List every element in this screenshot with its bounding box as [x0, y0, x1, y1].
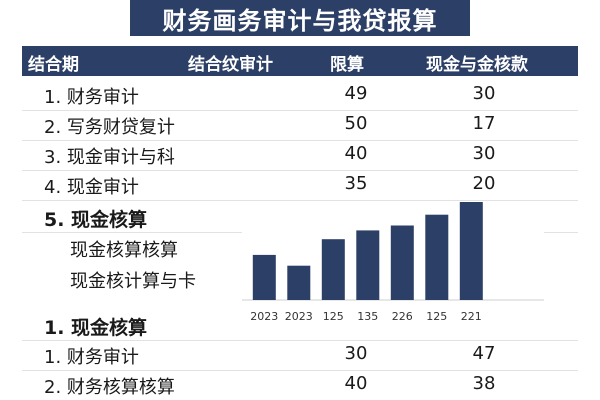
- table-row: 现金核计算与卡: [22, 264, 578, 294]
- row-value-cash: 20: [472, 173, 496, 194]
- page-title: 财务画务审计与我贷报算: [130, 0, 470, 36]
- row-label: 1. 财务审计: [44, 347, 139, 368]
- chart-tick-label: 2023: [250, 310, 278, 323]
- table-row: 4. 现金审计 35 20: [22, 170, 578, 201]
- chart-bar: [390, 225, 414, 300]
- row-label: 1. 财务审计: [44, 87, 139, 108]
- chart-tick-label: 2023: [285, 310, 313, 323]
- row-label: 2. 财务核算核算: [44, 377, 175, 398]
- row-label: 2. 写务财贷复计: [44, 117, 175, 138]
- row-label: 现金核算核算: [70, 240, 178, 261]
- row-value-cash: 47: [472, 343, 496, 364]
- row-value-cash: 30: [472, 83, 496, 104]
- chart-tick-label: 135: [357, 310, 378, 323]
- row-value-limit: 40: [344, 373, 368, 394]
- title-bar: 财务画务审计与我贷报算: [0, 0, 600, 38]
- chart-bar: [321, 239, 345, 300]
- table-row: 3. 现金审计与科 40 30: [22, 140, 578, 171]
- table-row: 1. 现金核算: [22, 310, 578, 341]
- row-value-limit: 35: [344, 173, 368, 194]
- chart-bar: [356, 230, 380, 300]
- chart-bar: [287, 265, 311, 300]
- header-limit: 限算: [330, 55, 364, 75]
- row-value-cash: 38: [472, 373, 496, 394]
- row-value-cash: 30: [472, 143, 496, 164]
- header-audit: 结合纹审计: [188, 55, 273, 75]
- row-value-limit: 30: [344, 343, 368, 364]
- table-row: 现金核算核算: [22, 233, 578, 263]
- row-value-cash: 17: [472, 113, 496, 134]
- table-header: 结合期 结合纹审计 限算 现金与金核款: [22, 46, 578, 76]
- chart-tick-label: 226: [392, 310, 413, 323]
- chart-bar: [252, 254, 276, 300]
- bar-chart: 2023 2023 125 135 226 125 221: [242, 202, 544, 326]
- row-label: 5. 现金核算: [44, 209, 148, 231]
- row-label: 4. 现金审计: [44, 177, 139, 198]
- row-value-limit: 49: [344, 83, 368, 104]
- table-row: 1. 财务审计 30 47: [22, 340, 578, 371]
- chart-bar: [459, 202, 483, 300]
- header-period: 结合期: [28, 55, 79, 75]
- row-label: 1. 现金核算: [44, 317, 148, 339]
- chart-tick-label: 221: [461, 310, 482, 323]
- table-row: 2. 财务核算核算 40 38: [22, 370, 578, 400]
- chart-tick-label: 125: [323, 310, 344, 323]
- row-value-limit: 40: [344, 143, 368, 164]
- table-row: 1. 财务审计 49 30: [22, 80, 578, 111]
- chart-bar: [425, 214, 449, 300]
- table-row: 2. 写务财贷复计 50 17: [22, 110, 578, 141]
- row-value-limit: 50: [344, 113, 368, 134]
- row-label: 3. 现金审计与科: [44, 147, 175, 168]
- bar-chart-svg: 2023 2023 125 135 226 125 221: [242, 202, 544, 323]
- row-label: 现金核计算与卡: [70, 271, 196, 292]
- chart-tick-label: 125: [426, 310, 447, 323]
- header-cash: 现金与金核款: [426, 55, 528, 75]
